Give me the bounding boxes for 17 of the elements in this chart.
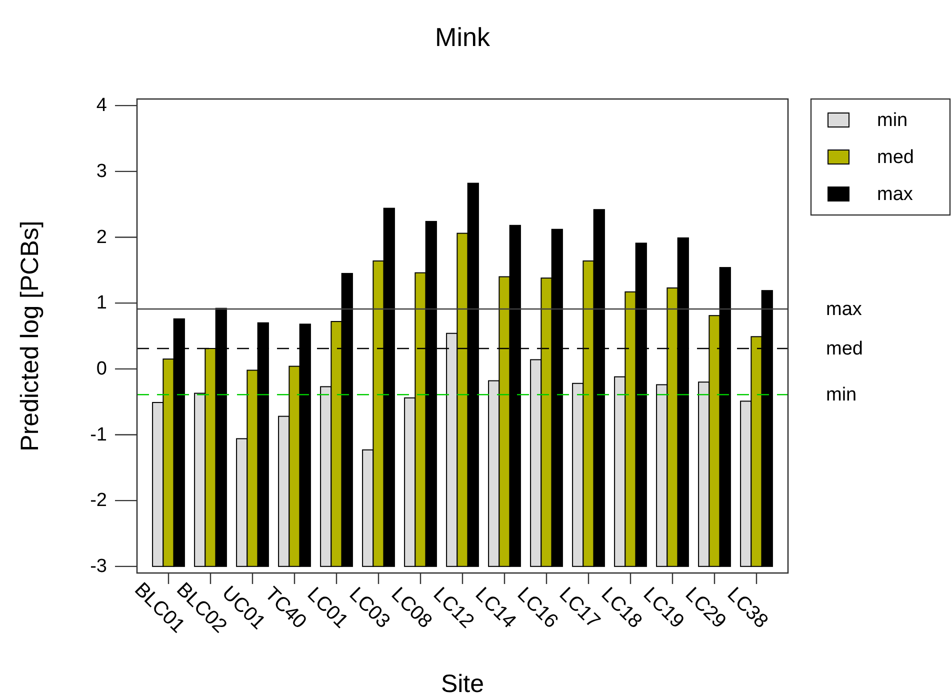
y-tick-label: -3	[90, 556, 107, 577]
y-tick-label: 3	[96, 160, 107, 182]
ref-line-label: max	[826, 298, 862, 320]
y-tick-label: 0	[96, 358, 107, 380]
legend-label: min	[877, 110, 908, 130]
y-tick-label: 1	[96, 292, 107, 314]
legend-label: med	[877, 146, 914, 168]
chart-title: Mink	[435, 22, 491, 52]
ref-line-label: med	[826, 338, 863, 360]
ref-line-label: min	[826, 384, 857, 406]
y-tick-label: -2	[90, 490, 107, 512]
y-tick-label: -1	[90, 424, 107, 446]
y-axis-title: Predicted log [PCBs]	[16, 220, 44, 452]
y-tick-label: 4	[96, 95, 108, 116]
legend-label: max	[877, 184, 914, 204]
y-tick-label: 2	[96, 226, 107, 248]
x-axis-title: Site	[440, 670, 484, 698]
